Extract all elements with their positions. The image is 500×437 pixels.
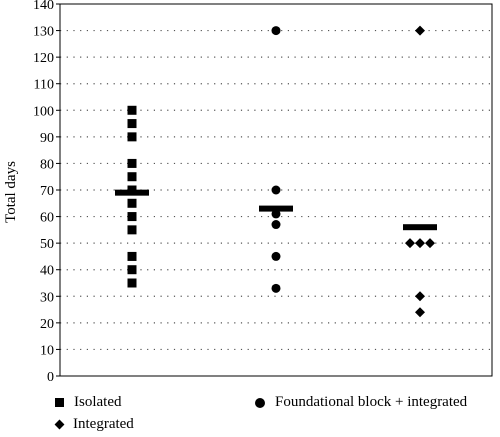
legend-label-integrated: Integrated (73, 416, 134, 432)
mean-bar (259, 205, 293, 212)
y-tick-label: 30 (40, 290, 54, 305)
y-tick-label: 80 (40, 157, 54, 172)
legend-item-integrated: Integrated (54, 416, 134, 433)
legend-label-isolated: Isolated (74, 394, 122, 410)
y-tick-label: 0 (47, 370, 54, 385)
square-data-point (127, 119, 137, 129)
diamond-marker-icon (54, 419, 65, 430)
square-data-point (127, 172, 137, 182)
y-tick-label: 70 (40, 184, 54, 199)
square-data-point (127, 158, 137, 168)
y-tick-label: 130 (33, 25, 54, 40)
plot-frame (59, 3, 493, 377)
y-tick-label: 120 (33, 51, 54, 66)
diamond-data-point (415, 307, 425, 318)
chart-area: 0 10 20 30 40 50 60 70 80 90 100 110 120 130 140 Total… (3, 0, 493, 385)
legend-item-isolated: Isolated (55, 394, 121, 411)
diamond-data-point (415, 25, 425, 36)
circle-data-point (271, 283, 281, 293)
square-marker-icon (55, 398, 64, 407)
circle-data-point (271, 251, 281, 261)
y-axis-ticks: 0 10 20 30 40 50 60 70 80 90 100 110 120 130 140 (33, 0, 60, 385)
diamond-data-point (405, 238, 415, 249)
legend-label-foundational: Foundational block + integrated (275, 394, 468, 410)
y-tick-label: 90 (40, 131, 54, 146)
circle-data-point (271, 220, 281, 230)
circle-marker-icon (255, 397, 265, 408)
diamond-data-point (415, 238, 425, 249)
diamond-data-point (415, 291, 425, 302)
y-tick-label: 50 (40, 237, 54, 252)
square-data-point (127, 132, 137, 142)
y-tick-label: 110 (34, 78, 54, 93)
y-tick-label: 40 (40, 264, 54, 279)
square-data-point (127, 278, 137, 288)
square-data-point (127, 265, 137, 275)
square-data-point (127, 198, 137, 208)
square-data-point (127, 105, 137, 115)
y-tick-label: 20 (40, 317, 54, 332)
y-tick-label: 10 (40, 343, 54, 358)
square-data-point (127, 212, 137, 222)
diamond-data-point (425, 238, 435, 249)
y-tick-label: 140 (33, 0, 54, 13)
data-marks (115, 25, 437, 318)
mean-bar (115, 189, 149, 196)
square-data-point (127, 251, 137, 261)
circle-data-point (271, 209, 281, 219)
circle-data-point (271, 185, 281, 195)
legend-item-foundational: Foundational block + integrated (255, 394, 467, 411)
y-tick-label: 100 (33, 104, 54, 119)
circle-data-point (271, 26, 281, 36)
y-tick-label: 60 (40, 211, 54, 226)
mean-bar (403, 224, 437, 231)
y-axis-title: Total days (3, 161, 19, 223)
square-data-point (127, 225, 137, 235)
